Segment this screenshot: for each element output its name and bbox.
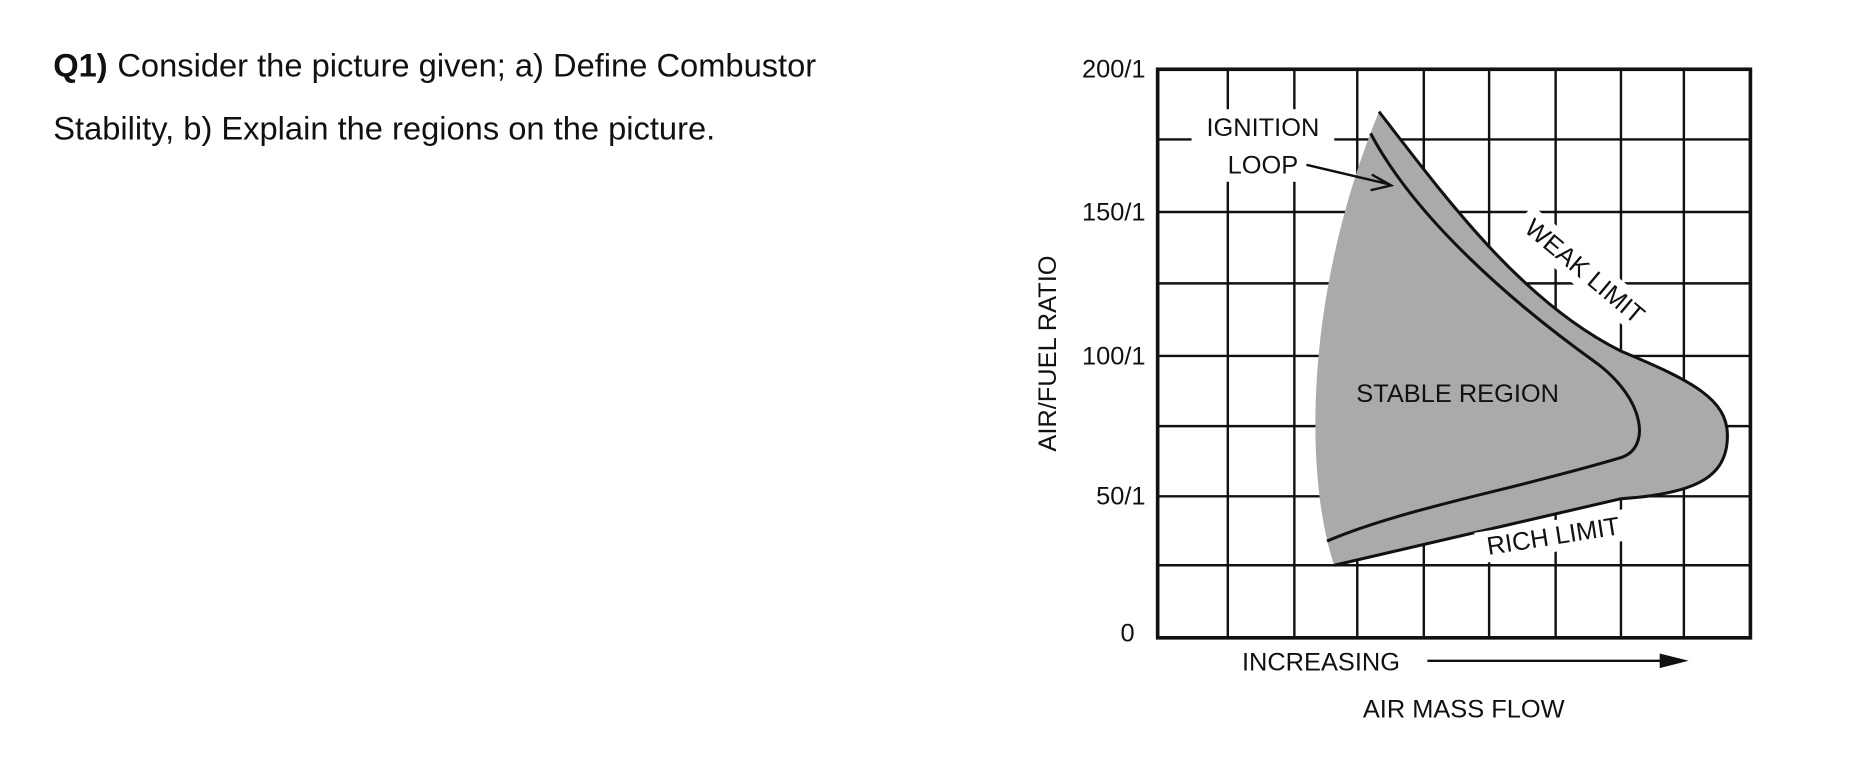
ignition-arrow — [1306, 163, 1395, 192]
y-tick-label: 100/1 — [1082, 342, 1146, 370]
y-tick-label: 150/1 — [1082, 198, 1146, 226]
stable-region-label: STABLE REGION — [1356, 380, 1559, 408]
flame-region — [1315, 111, 1728, 566]
y-tick-label: 0 — [1121, 619, 1135, 647]
ignition-label: LOOP — [1228, 151, 1299, 179]
plot-frame — [1155, 67, 1753, 640]
question-line: Stability, b) Explain the regions on the… — [53, 109, 715, 146]
y-axis-label: AIR/FUEL RATIO — [1034, 255, 1062, 451]
x-axis-label: AIR MASS FLOW — [1363, 696, 1565, 724]
question: Q1) Consider the picture given; a) Define… — [53, 47, 816, 84]
ignition-loop-curve — [1326, 132, 1641, 543]
x-axis-arrowhead — [1659, 653, 1689, 669]
x-axis-label: INCREASING — [1242, 648, 1400, 676]
y-tick-label: 50/1 — [1096, 483, 1145, 511]
question-line: Consider the picture given; a) Define Co… — [117, 47, 816, 84]
label-bg — [1191, 109, 1335, 182]
limit-curve — [1333, 110, 1729, 567]
y-tick-label: 200/1 — [1082, 56, 1146, 84]
label-bg — [1474, 508, 1633, 564]
label-bg — [1510, 205, 1659, 338]
question-number: Q1) — [53, 47, 107, 84]
ignition-label: IGNITION — [1206, 114, 1319, 142]
